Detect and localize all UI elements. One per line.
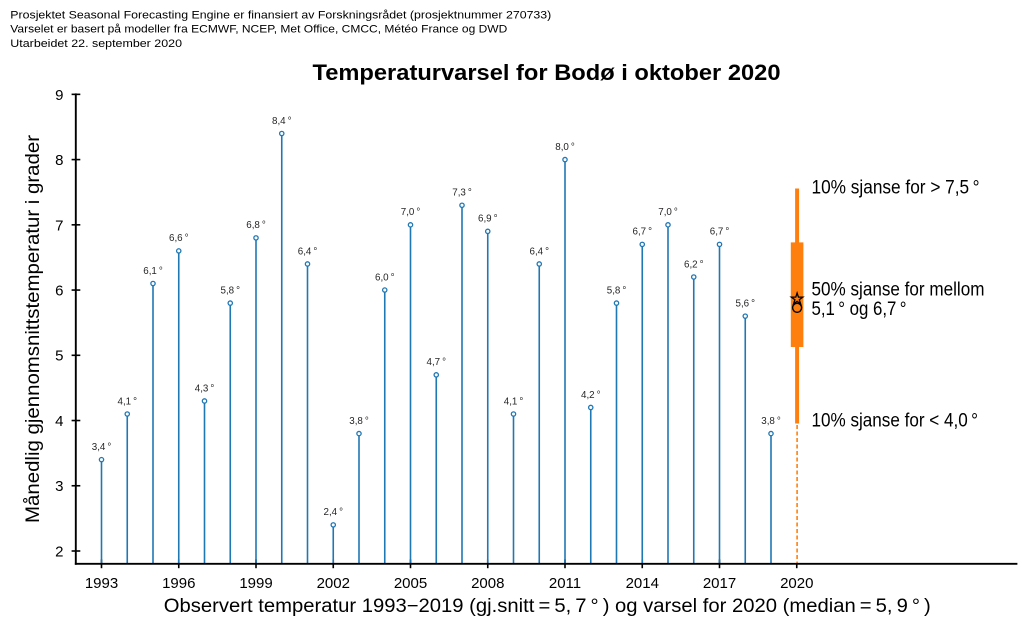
svg-text:3,4 °: 3,4 ° — [92, 442, 112, 453]
svg-text:6,4 °: 6,4 ° — [530, 246, 550, 257]
svg-text:6,1 °: 6,1 ° — [143, 266, 163, 277]
svg-text:4,1 °: 4,1 ° — [118, 396, 138, 407]
svg-text:Temperaturvarsel for Bodø i ok: Temperaturvarsel for Bodø i oktober 2020 — [313, 60, 781, 85]
svg-text:1993: 1993 — [85, 575, 118, 592]
svg-text:3,8 °: 3,8 ° — [761, 416, 781, 427]
svg-text:4,1 °: 4,1 ° — [504, 396, 524, 407]
svg-text:8,0 °: 8,0 ° — [555, 142, 575, 153]
svg-text:6,2 °: 6,2 ° — [684, 259, 704, 270]
svg-text:2017: 2017 — [703, 575, 736, 592]
svg-text:6,7 °: 6,7 ° — [633, 227, 653, 238]
svg-text:6,8 °: 6,8 ° — [246, 220, 266, 231]
svg-text:4,3 °: 4,3 ° — [195, 383, 215, 394]
svg-text:1996: 1996 — [162, 575, 195, 592]
svg-text:7,3 °: 7,3 ° — [452, 188, 472, 199]
svg-text:5,8 °: 5,8 ° — [607, 285, 627, 296]
svg-text:2008: 2008 — [471, 575, 504, 592]
svg-text:9: 9 — [55, 87, 63, 104]
svg-text:2020: 2020 — [780, 575, 813, 592]
svg-text:2: 2 — [55, 543, 63, 560]
svg-text:6,4 °: 6,4 ° — [298, 246, 318, 257]
svg-text:6,7 °: 6,7 ° — [710, 227, 730, 238]
svg-text:5,8 °: 5,8 ° — [221, 285, 241, 296]
svg-text:7,0 °: 7,0 ° — [401, 207, 421, 218]
svg-text:7,0 °: 7,0 ° — [658, 207, 678, 218]
svg-text:Prosjektet Seasonal Forecastin: Prosjektet Seasonal Forecasting Engine e… — [10, 9, 551, 21]
svg-text:Månedlig gjennomsnittstemperat: Månedlig gjennomsnittstemperatur i grade… — [23, 134, 44, 523]
svg-text:5,6 °: 5,6 ° — [736, 298, 756, 309]
svg-text:10% sjanse for < 4,0 °: 10% sjanse for < 4,0 ° — [812, 410, 979, 431]
svg-text:50% sjanse for mellom: 50% sjanse for mellom — [812, 279, 985, 300]
svg-text:2014: 2014 — [626, 575, 659, 592]
svg-text:7: 7 — [55, 217, 63, 234]
svg-text:2005: 2005 — [394, 575, 427, 592]
svg-text:8: 8 — [55, 152, 63, 169]
svg-text:10% sjanse for > 7,5 °: 10% sjanse for > 7,5 ° — [812, 178, 980, 199]
svg-text:6: 6 — [55, 283, 63, 300]
svg-text:2002: 2002 — [317, 575, 350, 592]
svg-text:4,2 °: 4,2 ° — [581, 390, 601, 401]
svg-text:4,7 °: 4,7 ° — [427, 357, 447, 368]
svg-text:2,4 °: 2,4 ° — [324, 507, 344, 518]
svg-text:2011: 2011 — [549, 575, 581, 592]
svg-text:4: 4 — [55, 413, 63, 430]
svg-text:3: 3 — [55, 478, 63, 495]
svg-text:Utarbeidet 22. september 2020: Utarbeidet 22. september 2020 — [10, 38, 182, 50]
svg-text:Observert temperatur 1993−2019: Observert temperatur 1993−2019 (gj.snitt… — [164, 596, 931, 617]
svg-text:8,4 °: 8,4 ° — [272, 116, 292, 127]
svg-text:6,6 °: 6,6 ° — [169, 233, 189, 244]
svg-text:3,8 °: 3,8 ° — [349, 416, 369, 427]
svg-text:6,9 °: 6,9 ° — [478, 214, 498, 225]
svg-text:Varselet er basert på modeller: Varselet er basert på modeller fra ECMWF… — [10, 24, 507, 36]
svg-text:5,1 ° og 6,7 °: 5,1 ° og 6,7 ° — [812, 299, 907, 320]
svg-text:6,0 °: 6,0 ° — [375, 272, 395, 283]
svg-text:5: 5 — [55, 348, 63, 365]
svg-text:1999: 1999 — [239, 575, 272, 592]
